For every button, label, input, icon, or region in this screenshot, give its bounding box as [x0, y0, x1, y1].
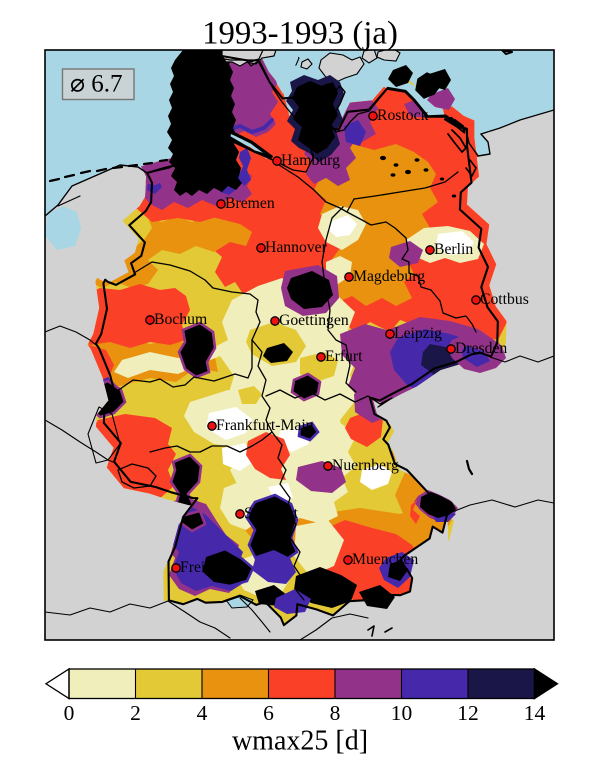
svg-text:Dresden: Dresden [455, 340, 507, 357]
svg-text:Frankfurt-Main: Frankfurt-Main [216, 417, 314, 434]
svg-text:Hamburg: Hamburg [281, 152, 340, 169]
svg-text:Hannover: Hannover [265, 239, 328, 256]
svg-text:Leipzig: Leipzig [394, 325, 442, 342]
svg-text:0: 0 [64, 701, 75, 725]
svg-text:6: 6 [263, 701, 274, 725]
svg-text:14: 14 [524, 701, 546, 725]
svg-text:Goettingen: Goettingen [279, 312, 349, 329]
svg-text:Bochum: Bochum [154, 311, 207, 328]
svg-text:⌀ 6.7: ⌀ 6.7 [70, 71, 123, 98]
svg-text:Rostock: Rostock [377, 107, 429, 124]
svg-text:1993-1993 (ja): 1993-1993 (ja) [202, 16, 398, 52]
svg-text:Erfurt: Erfurt [325, 348, 363, 365]
svg-text:Cottbus: Cottbus [480, 291, 529, 308]
svg-text:Muenchen: Muenchen [352, 551, 418, 568]
svg-text:8: 8 [330, 701, 341, 725]
svg-text:Freiburg: Freiburg [180, 559, 234, 576]
svg-text:12: 12 [457, 701, 479, 725]
svg-text:2: 2 [130, 701, 141, 725]
svg-text:Magdeburg: Magdeburg [353, 268, 425, 285]
svg-text:10: 10 [391, 701, 413, 725]
svg-text:Bremen: Bremen [225, 195, 275, 212]
svg-text:Stuttgart: Stuttgart [244, 505, 299, 522]
svg-text:wmax25 [d]: wmax25 [d] [232, 726, 368, 757]
svg-text:4: 4 [197, 701, 208, 725]
svg-text:Berlin: Berlin [434, 241, 473, 258]
svg-text:Nuernberg: Nuernberg [332, 457, 399, 474]
